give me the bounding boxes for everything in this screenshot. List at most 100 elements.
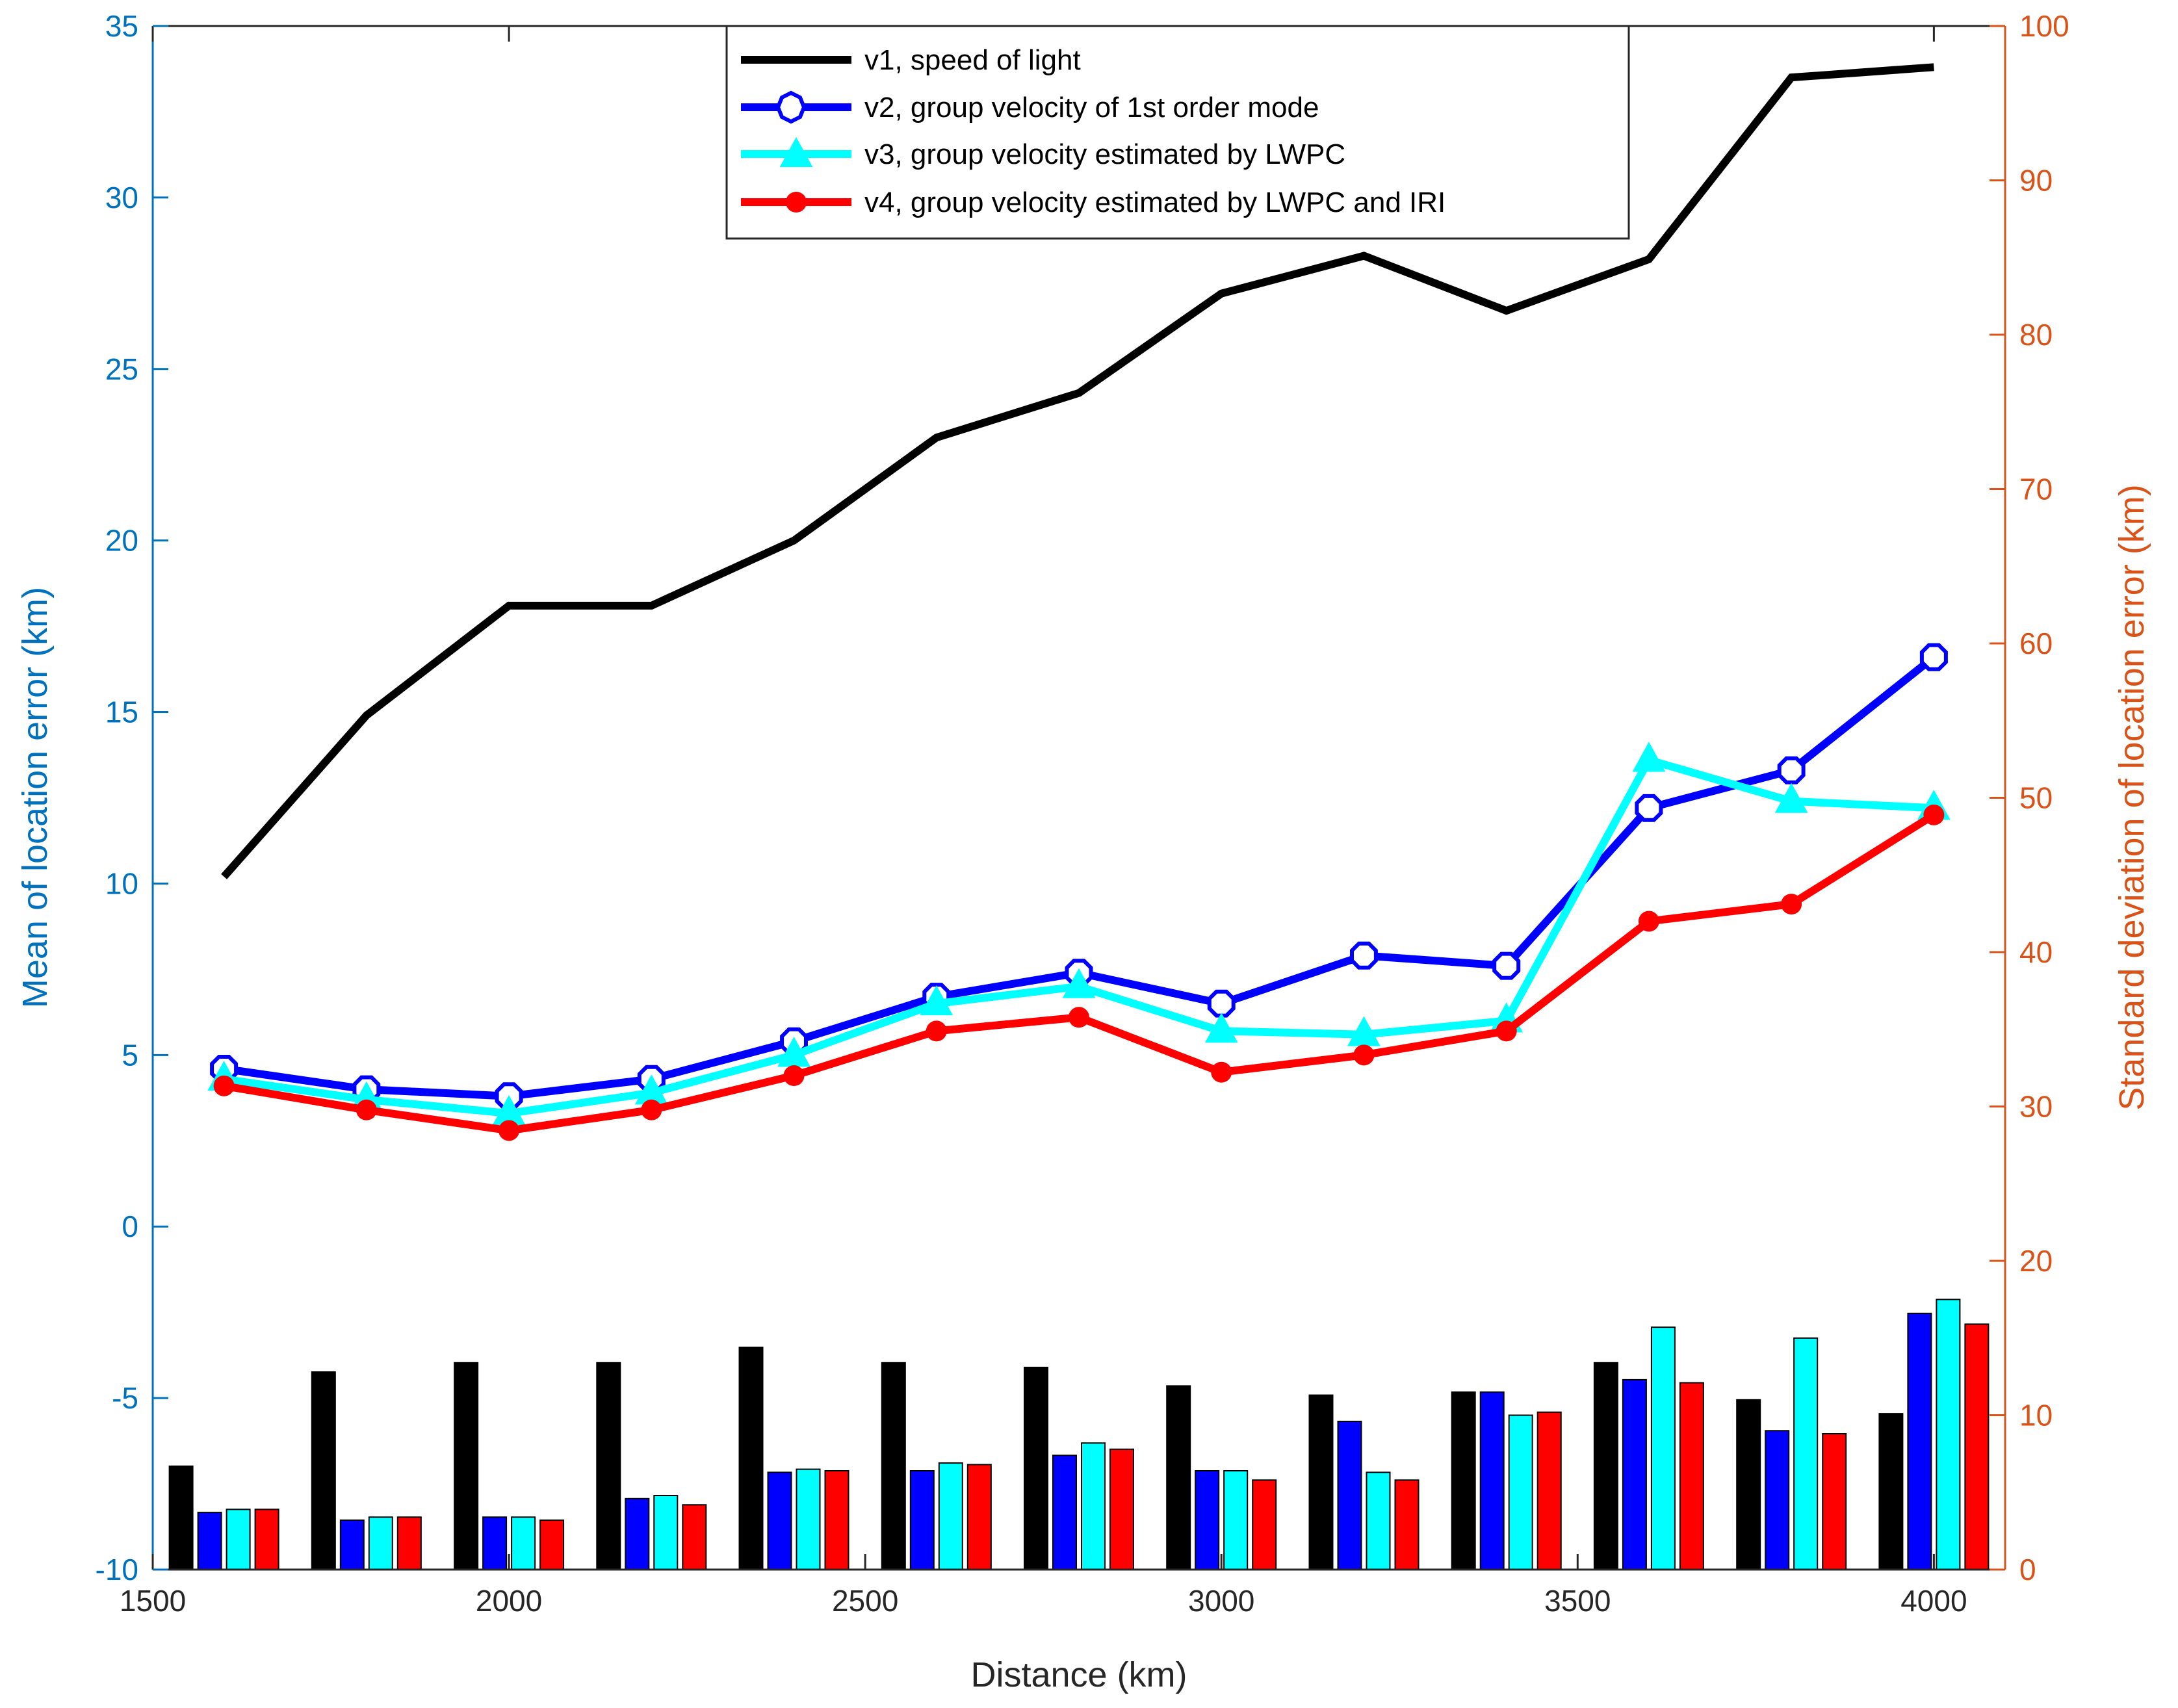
bar-3-x2200 <box>653 1495 679 1570</box>
x-tick-label-1500: 1500 <box>120 1584 186 1618</box>
bar-4-x2200 <box>682 1504 707 1571</box>
bar-1-x2600 <box>881 1362 906 1571</box>
y-right-tick-label-50: 50 <box>2019 781 2053 815</box>
bar-1-x2200 <box>596 1362 621 1571</box>
bar-2-x3400 <box>1479 1391 1505 1570</box>
bar-4-x2600 <box>966 1464 992 1570</box>
y-left-tick-label--5: -5 <box>112 1381 138 1415</box>
line-series-1 <box>221 63 1934 879</box>
y-left-tick-label-5: 5 <box>122 1038 138 1072</box>
point-series-2-x3200 <box>1350 941 1378 970</box>
point-series-2-x3800 <box>1777 756 1806 784</box>
point-series-3-x3800 <box>1774 783 1808 813</box>
y-right-axis-label: Standard deviation of location error (km… <box>2112 484 2151 1110</box>
bar-4-x1600 <box>254 1508 279 1570</box>
bar-2-x2200 <box>625 1497 650 1571</box>
point-series-4-x3200 <box>1353 1044 1375 1066</box>
y-right-tick-label-30: 30 <box>2019 1090 2053 1124</box>
bar-1-x2000 <box>454 1362 479 1571</box>
point-series-4-x2000 <box>499 1120 520 1141</box>
bar-3-x3200 <box>1366 1471 1391 1570</box>
point-series-4-x3600 <box>1638 911 1659 932</box>
y-left-tick-label-30: 30 <box>105 181 138 214</box>
bar-4-x4000 <box>1964 1323 1990 1571</box>
bar-3-x3000 <box>1223 1470 1249 1570</box>
y-right-tick-label-20: 20 <box>2019 1244 2053 1278</box>
x-tick-label-3000: 3000 <box>1188 1584 1254 1618</box>
bar-2-x1800 <box>339 1520 365 1570</box>
bar-3-x2000 <box>511 1516 536 1571</box>
y-left-tick-label-35: 35 <box>105 9 138 43</box>
bar-1-x3200 <box>1308 1394 1334 1571</box>
bar-4-x3200 <box>1394 1479 1420 1571</box>
y-left-tick-label--10: -10 <box>96 1553 138 1586</box>
bar-2-x4000 <box>1907 1312 1932 1571</box>
legend-label-v1: v1, speed of light <box>864 44 1081 76</box>
point-series-4-x2200 <box>641 1099 662 1120</box>
legend-marker-v3 <box>779 136 813 167</box>
bar-1-x3400 <box>1451 1391 1476 1570</box>
legend-label-v3: v3, group velocity estimated by LWPC <box>864 138 1345 170</box>
point-series-4-x3400 <box>1496 1020 1517 1042</box>
y-right-tick-label-10: 10 <box>2019 1399 2053 1432</box>
bar-1-x3600 <box>1593 1362 1618 1571</box>
bar-1-x1800 <box>311 1371 336 1570</box>
bar-1-x2400 <box>738 1347 764 1570</box>
y-left-tick-label-10: 10 <box>105 866 138 900</box>
bar-2-x3000 <box>1195 1470 1220 1570</box>
y-right-tick-label-80: 80 <box>2019 318 2053 352</box>
bar-3-x1800 <box>368 1516 393 1571</box>
bar-1-x1600 <box>168 1465 194 1570</box>
point-series-4-x1800 <box>356 1099 377 1120</box>
legend: v1, speed of light v2, group velocity of… <box>725 25 1630 240</box>
bar-1-x3000 <box>1166 1385 1191 1570</box>
point-series-2-x3400 <box>1492 951 1521 980</box>
y-right-tick-label-90: 90 <box>2019 164 2053 198</box>
y-left-tick-label-25: 25 <box>105 352 138 386</box>
point-series-4-x1600 <box>213 1075 235 1096</box>
legend-label-v4: v4, group velocity estimated by LWPC and… <box>864 187 1446 218</box>
std-bars-group <box>168 1299 1990 1571</box>
y-left-tick-label-20: 20 <box>105 524 138 558</box>
bar-2-x3600 <box>1622 1378 1647 1570</box>
bar-4-x2000 <box>539 1520 565 1570</box>
y-right-tick-label-60: 60 <box>2019 627 2053 660</box>
legend-label-v2: v2, group velocity of 1st order mode <box>864 92 1319 123</box>
bar-3-x4000 <box>1936 1299 1961 1571</box>
y-right-tick-label-100: 100 <box>2019 9 2069 43</box>
y-left-tick-label-15: 15 <box>105 695 138 729</box>
plot-area <box>153 26 2005 1570</box>
bar-2-x2000 <box>482 1516 508 1571</box>
bar-2-x2800 <box>1052 1455 1077 1571</box>
bar-2-x2600 <box>909 1470 935 1570</box>
bar-2-x1600 <box>197 1512 222 1571</box>
bar-2-x2400 <box>767 1471 792 1570</box>
bar-3-x2600 <box>938 1462 963 1571</box>
bar-4-x3000 <box>1252 1479 1277 1571</box>
y-right-tick-label-40: 40 <box>2019 935 2053 969</box>
legend-box <box>725 25 1630 240</box>
bar-4-x2800 <box>1109 1448 1134 1571</box>
x-tick-label-4000: 4000 <box>1900 1584 1967 1618</box>
bar-2-x3800 <box>1765 1430 1790 1571</box>
legend-marker-v2 <box>775 90 807 124</box>
point-series-2-x3600 <box>1635 794 1663 822</box>
bar-4-x3600 <box>1679 1382 1704 1571</box>
bar-3-x3600 <box>1650 1326 1676 1570</box>
point-series-4-x3800 <box>1781 894 1802 915</box>
bar-4-x3800 <box>1822 1433 1847 1570</box>
x-tick-label-3500: 3500 <box>1544 1584 1611 1618</box>
point-series-4-x2600 <box>926 1020 947 1042</box>
point-series-2-x4000 <box>1919 643 1948 671</box>
point-series-4-x2400 <box>783 1065 805 1086</box>
y-left-axis-label: Mean of location error (km) <box>16 587 55 1008</box>
point-series-3-x3000 <box>1204 1013 1238 1043</box>
y-left-tick-label-0: 0 <box>122 1210 138 1243</box>
point-series-4-x4000 <box>1923 804 1945 825</box>
point-series-3-x3600 <box>1632 742 1666 772</box>
y-right-tick-label-70: 70 <box>2019 472 2053 506</box>
bar-1-x2800 <box>1024 1366 1048 1570</box>
bar-1-x4000 <box>1878 1413 1904 1571</box>
bar-3-x2400 <box>796 1468 821 1571</box>
point-series-3-x2800 <box>1062 968 1096 998</box>
